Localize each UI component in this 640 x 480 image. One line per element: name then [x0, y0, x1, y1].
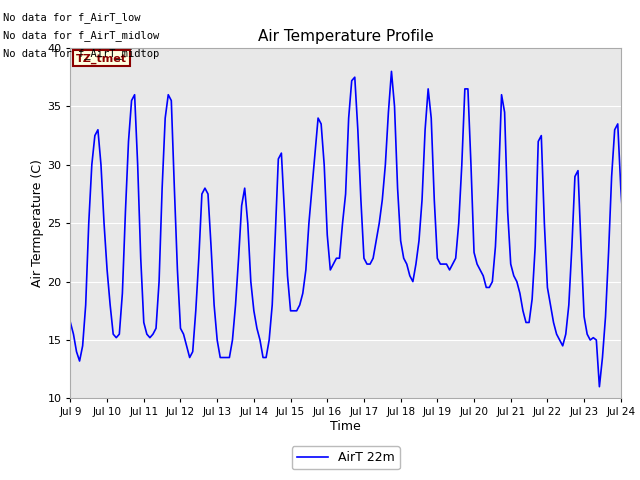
AirT 22m	[140, 320, 148, 325]
AirT 22m	[241, 185, 248, 191]
Text: TZ_tmet: TZ_tmet	[76, 53, 127, 63]
AirT 22m	[70, 331, 77, 337]
AirT 22m	[67, 320, 74, 325]
Line: AirT 22m: AirT 22m	[70, 72, 627, 387]
Title: Air Temperature Profile: Air Temperature Profile	[258, 29, 433, 44]
Text: No data for f_AirT_midtop: No data for f_AirT_midtop	[3, 48, 159, 60]
AirT 22m	[596, 384, 604, 390]
AirT 22m	[388, 69, 396, 74]
AirT 22m	[152, 325, 160, 331]
Legend: AirT 22m: AirT 22m	[292, 446, 399, 469]
AirT 22m	[348, 78, 356, 84]
AirT 22m	[305, 220, 313, 226]
AirT 22m	[623, 273, 631, 278]
Text: No data for f_AirT_low: No data for f_AirT_low	[3, 12, 141, 23]
X-axis label: Time: Time	[330, 420, 361, 433]
Y-axis label: Air Termperature (C): Air Termperature (C)	[31, 159, 44, 287]
Text: No data for f_AirT_midlow: No data for f_AirT_midlow	[3, 30, 159, 41]
